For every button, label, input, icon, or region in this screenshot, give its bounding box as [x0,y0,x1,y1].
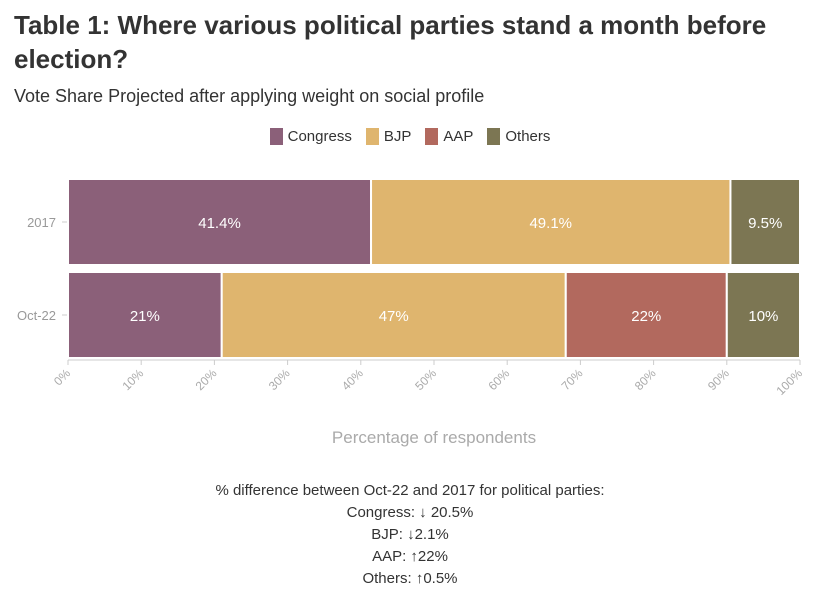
data-label-others-oct-22: 10% [748,308,778,325]
category-label-oct-22: Oct-22 [17,308,56,323]
legend-swatch-others [487,128,501,145]
x-tick-label-7: 70% [559,366,586,393]
x-tick-label-3: 30% [266,366,293,393]
data-label-congress-2017: 41.4% [198,215,241,232]
footnote: % difference between Oct-22 and 2017 for… [0,480,820,590]
legend-label-bjp: BJP [383,128,412,145]
data-label-others-2017: 9.5% [748,215,782,232]
x-tick-label-2: 20% [193,366,220,393]
legend-swatch-bjp [365,128,379,145]
bar-aap-oct-22 [564,271,728,359]
data-label-aap-oct-22: 22% [631,308,661,325]
x-tick-label-1: 10% [119,366,146,393]
legend-item-others[interactable]: Others [487,128,550,145]
bar-congress-oct-22 [67,271,223,359]
footnote-line-bjp: BJP: ↓2.1% [371,526,449,543]
legend: Congress BJP AAP Others [0,128,820,145]
legend-item-congress[interactable]: Congress [269,128,352,145]
stacked-bar-chart: 2017 41.4% 49.1% 9.5% Oct-22 21% 47% 22% 10% 0% 10… [17,178,806,447]
data-label-bjp-oct-22: 47% [379,308,409,325]
bar-others-oct-22 [725,271,801,359]
x-tick-label-0: 0% [51,366,73,388]
bar-bjp-2017 [370,178,732,266]
legend-label-aap: AAP [443,128,474,145]
legend-swatch-congress [269,128,283,145]
x-tick-label-6: 60% [485,366,512,393]
footnote-line-aap: AAP: ↑22% [372,548,448,565]
x-tick-label-10: 100% [774,366,806,398]
legend-item-bjp[interactable]: BJP [365,128,412,145]
data-label-bjp-2017: 49.1% [529,215,572,232]
footnote-line-others: Others: ↑0.5% [362,570,458,587]
chart-title: Table 1: Where various political parties… [14,10,767,74]
x-tick-label-8: 80% [632,366,659,393]
legend-label-others: Others [505,128,551,145]
footnote-line-congress: Congress: ↓ 20.5% [346,504,474,521]
bar-others-2017 [729,178,802,266]
footnote-heading: % difference between Oct-22 and 2017 for… [215,482,605,499]
x-tick-label-9: 90% [705,366,732,393]
x-tick-label-4: 40% [339,366,366,393]
chart-subtitle: Vote Share Projected after applying weig… [14,86,485,106]
legend-swatch-aap [425,128,439,145]
data-label-congress-oct-22: 21% [130,308,160,325]
x-tick-label-5: 50% [412,366,439,393]
legend-item-aap[interactable]: AAP [425,128,473,145]
legend-label-congress: Congress [287,128,352,145]
x-axis-title: Percentage of respondents [332,428,536,447]
category-label-2017: 2017 [27,215,56,230]
